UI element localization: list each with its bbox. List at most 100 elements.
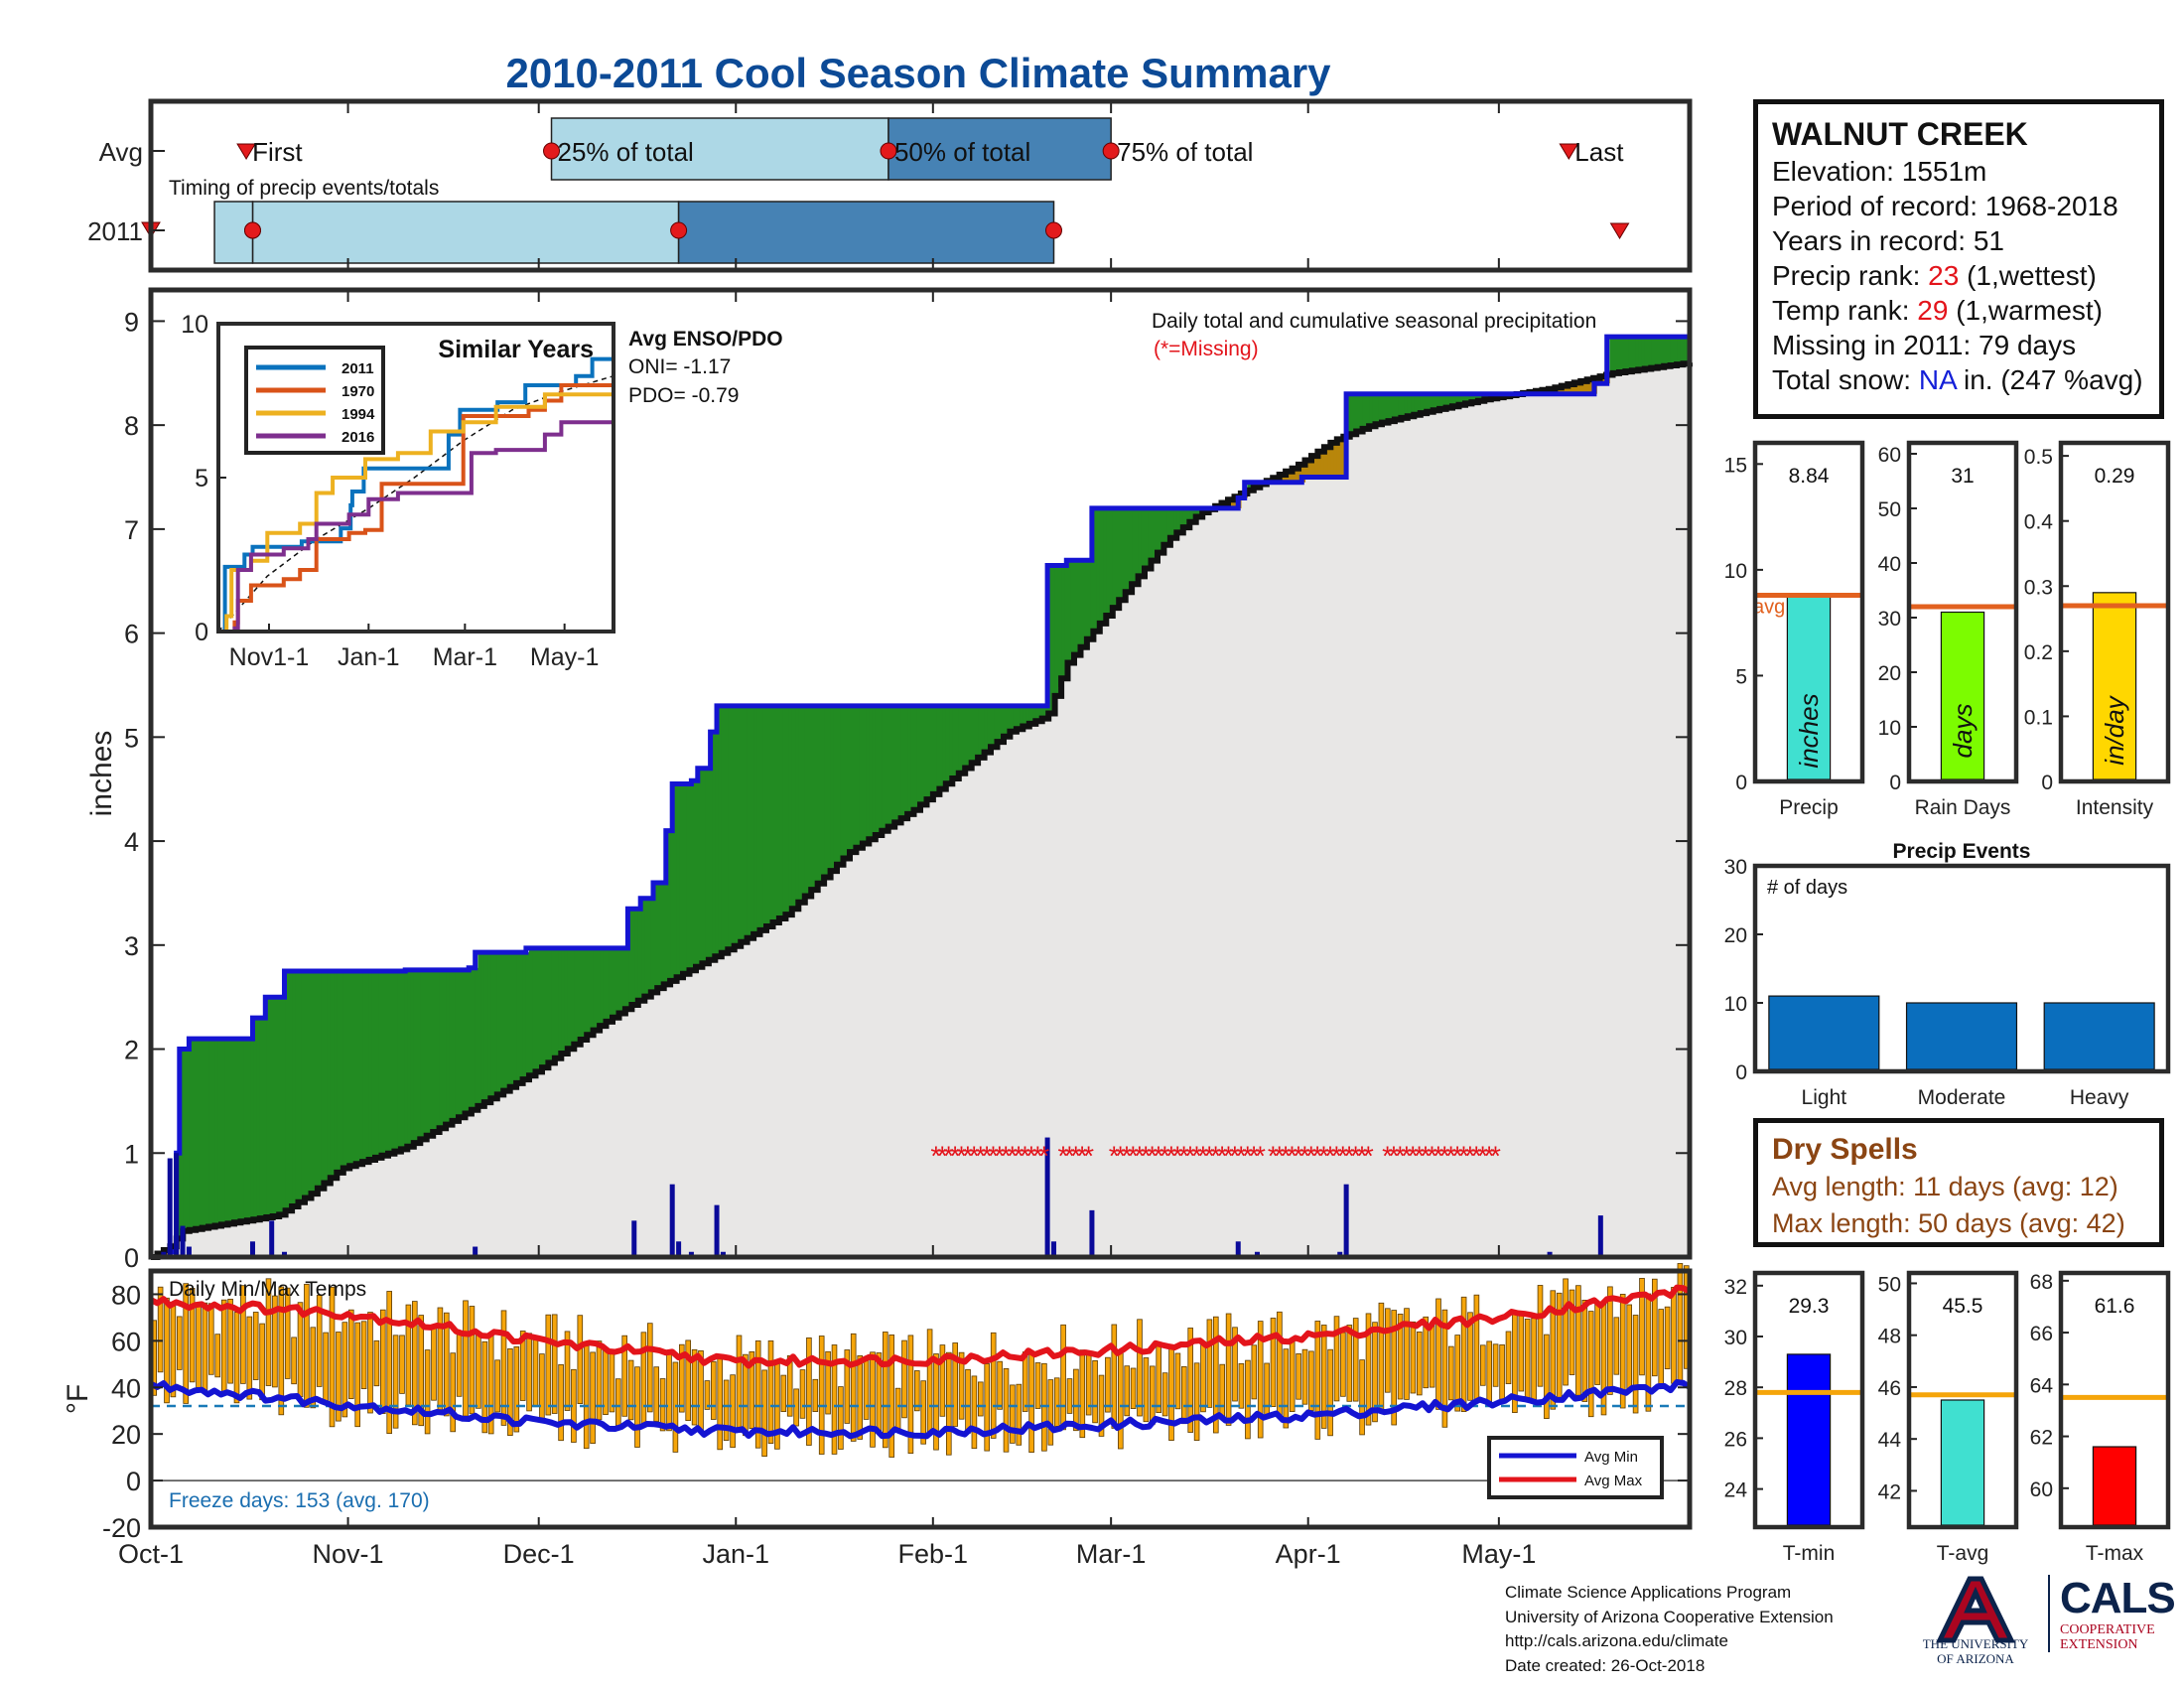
- temps-daily-bar: [1066, 1378, 1073, 1414]
- temps-daily-bar: [392, 1335, 399, 1429]
- precip-missing-marker: *: [1141, 1140, 1152, 1171]
- precip-missing-marker: *: [1268, 1140, 1279, 1171]
- temps-daily-bar: [978, 1381, 984, 1417]
- timing-first-last-marker: [1609, 222, 1630, 239]
- temps-daily-bar: [615, 1378, 621, 1428]
- precip-above-average-fill: [965, 705, 969, 769]
- precip-above-average-fill: [1004, 705, 1008, 737]
- similar-legend-label: 1994: [341, 406, 375, 423]
- precip-above-average-fill: [1109, 507, 1114, 612]
- precip-above-average-fill: [952, 705, 957, 778]
- temps-daily-bar: [304, 1284, 310, 1408]
- temps-daily-bar: [265, 1278, 272, 1386]
- timing-box-q1: [550, 117, 889, 181]
- precip-missing-note: (*=Missing): [1154, 338, 1259, 360]
- precip-missing-marker: *: [1172, 1140, 1183, 1171]
- precip-above-average-fill: [1648, 337, 1652, 368]
- enso-pdo: PDO= -0.79: [628, 384, 739, 407]
- precip-above-average-fill: [397, 971, 402, 1151]
- temps-daily-bar: [1161, 1372, 1168, 1417]
- precip-missing-marker: *: [1427, 1140, 1437, 1171]
- temps-daily-bar: [463, 1300, 469, 1417]
- precip-missing-marker: *: [1401, 1140, 1412, 1171]
- temps-daily-bar: [1251, 1344, 1258, 1400]
- precip-above-average-fill: [230, 1039, 235, 1223]
- precip-missing-marker: *: [1287, 1140, 1297, 1171]
- events-bar-heavy: [2043, 1002, 2155, 1070]
- temps-daily-bar: [183, 1283, 190, 1404]
- precip-above-average-fill: [887, 705, 892, 827]
- precip-above-average-fill: [644, 898, 649, 997]
- precip-above-average-fill: [1654, 337, 1659, 368]
- precip-above-average-fill: [337, 971, 341, 1173]
- precip-above-average-fill: [1025, 705, 1030, 726]
- precip-summary-panel-frame: [1906, 440, 2019, 784]
- temps-daily-bar: [984, 1363, 990, 1452]
- precip-above-average-fill: [628, 909, 632, 1008]
- precip-above-average-fill: [327, 971, 332, 1181]
- precip-above-average-fill: [1420, 393, 1425, 414]
- precip-above-average-fill: [1158, 507, 1161, 553]
- temp-summary-y-tick-label: 64: [2030, 1374, 2054, 1397]
- precip-above-average-fill: [1468, 393, 1472, 403]
- precip-above-average-fill: [913, 705, 918, 810]
- precip-missing-marker: *: [1281, 1140, 1292, 1171]
- temps-x-tick-label: May-1: [1461, 1539, 1536, 1569]
- precip-above-average-fill: [452, 969, 457, 1121]
- temps-daily-bar: [456, 1333, 463, 1397]
- similar-x-tick-label: May-1: [530, 643, 599, 671]
- temps-daily-bar: [704, 1380, 711, 1410]
- dry-spells-max: Max length: 50 days (avg: 42): [1772, 1208, 2125, 1238]
- precip-above-average-fill: [923, 705, 927, 802]
- precip-above-average-fill: [1430, 393, 1434, 411]
- temps-daily-bar: [1010, 1384, 1016, 1444]
- precip-summary-y-tick-label: 10: [1878, 717, 1901, 740]
- precip-above-average-fill: [205, 1039, 209, 1228]
- temps-daily-bar: [971, 1375, 978, 1450]
- precip-above-average-fill: [945, 705, 950, 784]
- precip-above-average-fill: [503, 952, 507, 1091]
- precip-above-average-fill: [410, 969, 415, 1145]
- precip-summary-y-tick-label: 15: [1724, 454, 1747, 477]
- precip-missing-marker: *: [1318, 1140, 1329, 1171]
- precip-above-average-fill: [801, 705, 806, 900]
- precip-above-average-fill: [358, 971, 363, 1164]
- precip-summary-bars: 8.84 inches avg 0 5 10 15 Precip 31 days 0 10 20 30 40…: [1724, 440, 2171, 819]
- precip-above-average-fill: [519, 952, 524, 1081]
- temps-daily-bar: [754, 1340, 761, 1449]
- temp-summary-bar-t-min: [1786, 1353, 1832, 1526]
- credits-url[interactable]: http://cals.arizona.edu/climate: [1505, 1631, 1728, 1650]
- precip-summary-category-label: Rain Days: [1915, 796, 2011, 819]
- precip-above-average-fill: [246, 1039, 251, 1221]
- temps-daily-bar: [476, 1333, 481, 1409]
- precip-above-average-fill: [939, 705, 944, 789]
- precip-above-average-fill: [926, 705, 931, 800]
- precip-daily-bar: [688, 1251, 694, 1257]
- precip-above-average-fill: [186, 1049, 191, 1231]
- temps-daily-bar: [539, 1353, 545, 1422]
- temps-daily-bar: [519, 1331, 526, 1401]
- precip-above-average-fill: [211, 1039, 216, 1227]
- precip-above-average-fill: [718, 705, 723, 955]
- page-title: 2010-2011 Cool Season Climate Summary: [505, 50, 1331, 96]
- temps-daily-bar: [1308, 1350, 1314, 1411]
- timing-frame: [148, 98, 1693, 273]
- precip-above-average-fill: [288, 971, 293, 1209]
- precip-chart: ****************** ***** *****************…: [85, 287, 1693, 1273]
- precip-summary-value-label: 31: [1951, 465, 1974, 488]
- precip-above-average-fill: [1375, 393, 1380, 425]
- precip-missing-marker: *: [1477, 1140, 1488, 1171]
- precip-missing-marker: *: [1324, 1140, 1335, 1171]
- precip-above-average-fill: [775, 705, 780, 920]
- precip-above-average-fill: [762, 705, 767, 928]
- temps-daily-bar: [259, 1323, 265, 1401]
- precip-above-average-fill: [615, 947, 619, 1016]
- precip-daily-bar: [1337, 1251, 1343, 1257]
- precip-above-average-fill: [1625, 337, 1630, 372]
- precip-below-average-fill: [1311, 456, 1315, 478]
- precip-above-average-fill: [958, 705, 963, 774]
- similar-x-tick-label: Mar-1: [433, 643, 497, 671]
- temps-daily-bar: [590, 1351, 596, 1445]
- precip-above-average-fill: [506, 952, 511, 1089]
- temps-daily-bar: [1499, 1344, 1505, 1400]
